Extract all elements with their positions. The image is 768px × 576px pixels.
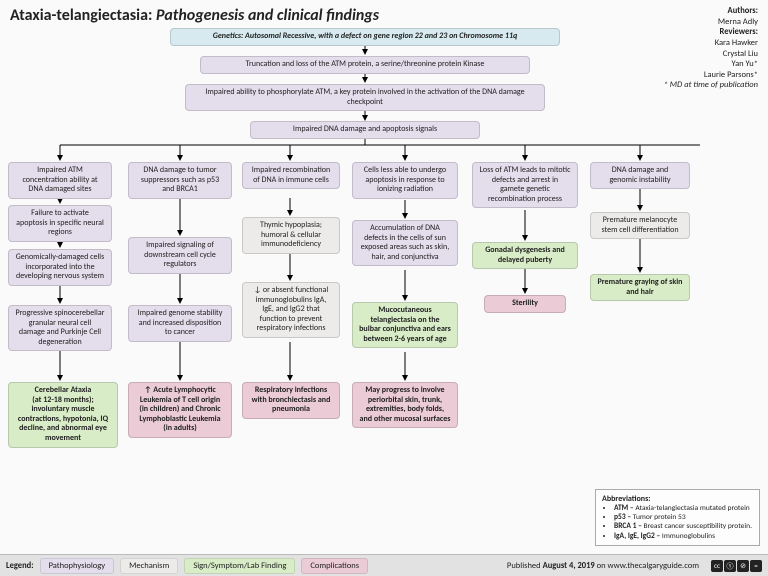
abbrev-item: p53 – Tumor protein 53 xyxy=(614,513,753,522)
header: Ataxia-telangiectasia: Pathogenesis and … xyxy=(0,0,768,93)
c1-concentration: Impaired ATM concentration ability at DN… xyxy=(8,162,112,199)
c5-sterility: Sterility xyxy=(484,295,566,313)
authors-heading: Authors: xyxy=(664,6,758,17)
c5-gonadal: Gonadal dysgenesis and delayed puberty xyxy=(472,242,578,269)
c1-purkinje: Progressive spinocerebellar granular neu… xyxy=(8,305,112,351)
abbrev-item: BRCA 1 – Breast cancer susceptibility pr… xyxy=(614,522,753,531)
c2-cell-cycle: Impaired signaling of downstream cell cy… xyxy=(128,237,232,274)
legend-comp: Complications xyxy=(301,558,368,574)
abbrev-item: ATM – ATM – Ataxia-telangiectasia mutate… xyxy=(614,504,753,513)
node-apoptosis-signals: Impaired DNA damage and apoptosis signal… xyxy=(250,121,480,139)
c2-p53-brca1: DNA damage to tumor suppressors such as … xyxy=(128,162,232,199)
c3-thymic: Thymic hypoplasia; humoral & cellular im… xyxy=(242,217,340,254)
publication-line: Published August 4, 2019 on www.thecalga… xyxy=(507,561,699,571)
abbreviations-box: Abbreviations: ATM – ATM – Ataxia-telang… xyxy=(595,489,760,547)
title-main: Ataxia-telangiectasia: xyxy=(10,6,152,25)
page-title: Ataxia-telangiectasia: Pathogenesis and … xyxy=(10,6,379,25)
c3-recombination: Impaired recombination of DNA in immune … xyxy=(242,162,340,189)
footer-legend: Legend: Pathophysiology Mechanism Sign/S… xyxy=(0,554,768,576)
abbrev-item: IgA, IgE, IgG2 – Immunoglobulins xyxy=(614,532,753,541)
c1-cerebellar-ataxia: Cerebellar Ataxia (at 12-18 months); inv… xyxy=(8,382,118,448)
legend-mech: Mechanism xyxy=(120,558,178,574)
c6-graying: Premature graying of skin and hair xyxy=(590,274,690,301)
c6-instability: DNA damage and genomic instability xyxy=(590,162,690,189)
reviewer: Crystal Liu xyxy=(664,49,758,60)
c4-telangiectasia: Mucocutaneous telangiectasia on the bulb… xyxy=(352,302,458,348)
c2-genome-stability: Impaired genome stability and increased … xyxy=(128,305,232,342)
reviewers-heading: Reviewers: xyxy=(664,27,758,38)
c4-dna-defects: Accumulation of DNA defects in the cells… xyxy=(352,220,458,266)
c3-respiratory: Respiratory infections with bronchiectas… xyxy=(242,382,340,419)
legend-heading: Legend: xyxy=(6,561,34,571)
abbrev-heading: Abbreviations: xyxy=(602,494,753,504)
c3-immunoglobulins: ↓ or absent functional immunoglobulins I… xyxy=(242,282,340,338)
legend-sign: Sign/Symptom/Lab Finding xyxy=(184,558,295,574)
cc-license-icon: cc①⊘= xyxy=(711,560,762,572)
reviewer: Yan Yu* xyxy=(664,59,758,70)
reviewer: Kara Hawker xyxy=(664,38,758,49)
c2-leukemia: ↑ Acute Lymphocytic Leukemia of T cell o… xyxy=(128,382,232,438)
node-phosphorylate: Impaired ability to phosphorylate ATM, a… xyxy=(185,84,545,111)
author: Merna Adly xyxy=(664,17,758,28)
genetics-box: Genetics: Autosomal Recessive, with a de… xyxy=(170,28,560,46)
reviewer: Laurie Parsons* xyxy=(664,70,758,81)
c4-ionizing: Cells less able to undergo apoptosis in … xyxy=(352,162,458,199)
c1-genomic-damaged: Genomically-damaged cells incorporated i… xyxy=(8,249,112,286)
title-subtitle: Pathogenesis and clinical findings xyxy=(156,6,379,25)
c5-mitotic: Loss of ATM leads to mitotic defects and… xyxy=(472,162,578,208)
c1-failure-apoptosis: Failure to activate apoptosis in specifi… xyxy=(8,205,112,242)
legend-patho: Pathophysiology xyxy=(40,558,115,574)
c4-progress: May progress to involve periorbital skin… xyxy=(352,382,458,428)
md-note: * MD at time of publication xyxy=(664,80,758,91)
node-truncation: Truncation and loss of the ATM protein, … xyxy=(200,56,530,74)
credits: Authors: Merna Adly Reviewers: Kara Hawk… xyxy=(664,6,758,91)
c6-melanocyte: Premature melanocyte stem cell different… xyxy=(590,212,690,239)
